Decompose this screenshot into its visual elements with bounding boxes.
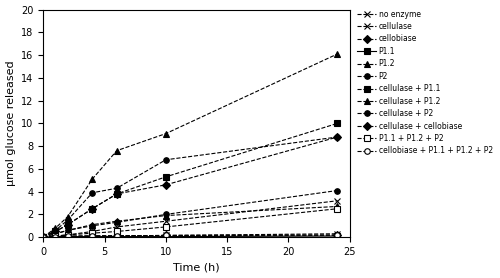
X-axis label: Time (h): Time (h): [173, 262, 220, 272]
Legend: no enzyme, cellulase, cellobiase, P1.1, P1.2, P2, cellulase + P1.1, cellulase + : no enzyme, cellulase, cellobiase, P1.1, …: [356, 9, 494, 156]
Y-axis label: μmol glucose released: μmol glucose released: [6, 61, 16, 186]
